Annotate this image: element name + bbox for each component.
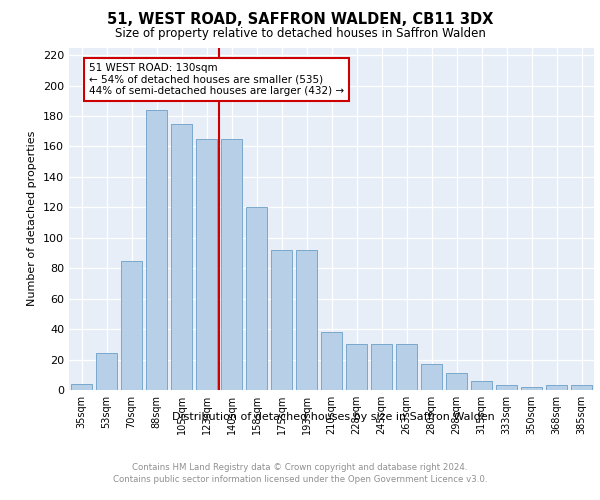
Bar [371,344,392,390]
Bar [421,364,442,390]
Bar [221,139,242,390]
Bar [296,250,317,390]
Bar [321,332,342,390]
Text: Size of property relative to detached houses in Saffron Walden: Size of property relative to detached ho… [115,28,485,40]
Bar [96,354,117,390]
Bar [446,374,467,390]
Y-axis label: Number of detached properties: Number of detached properties [28,131,37,306]
Bar [71,384,92,390]
Bar [271,250,292,390]
Text: Distribution of detached houses by size in Saffron Walden: Distribution of detached houses by size … [172,412,494,422]
Bar [396,344,417,390]
Bar [571,386,592,390]
Bar [346,344,367,390]
Bar [246,208,267,390]
Bar [146,110,167,390]
Bar [121,260,142,390]
Bar [496,386,517,390]
Bar [521,387,542,390]
Bar [196,139,217,390]
Text: 51, WEST ROAD, SAFFRON WALDEN, CB11 3DX: 51, WEST ROAD, SAFFRON WALDEN, CB11 3DX [107,12,493,28]
Bar [171,124,192,390]
Bar [471,381,492,390]
Text: Contains HM Land Registry data © Crown copyright and database right 2024.: Contains HM Land Registry data © Crown c… [132,464,468,472]
Bar [546,386,567,390]
Text: 51 WEST ROAD: 130sqm
← 54% of detached houses are smaller (535)
44% of semi-deta: 51 WEST ROAD: 130sqm ← 54% of detached h… [89,62,344,96]
Text: Contains public sector information licensed under the Open Government Licence v3: Contains public sector information licen… [113,475,487,484]
